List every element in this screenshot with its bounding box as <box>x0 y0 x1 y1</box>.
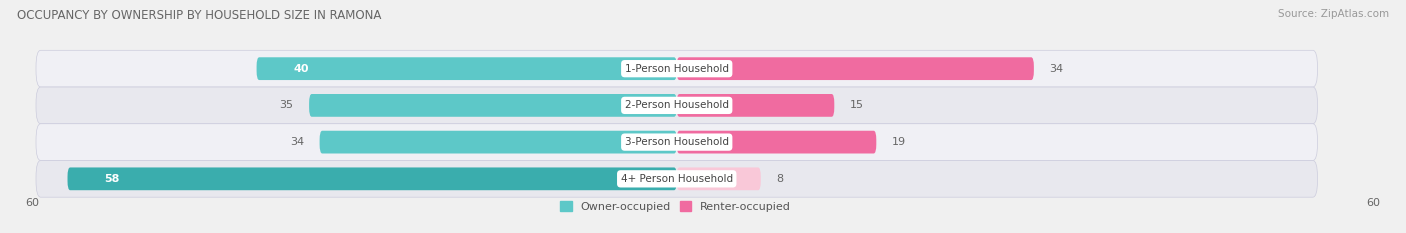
Text: 8: 8 <box>776 174 783 184</box>
FancyBboxPatch shape <box>37 124 1317 161</box>
Text: 40: 40 <box>294 64 309 74</box>
FancyBboxPatch shape <box>676 168 761 190</box>
FancyBboxPatch shape <box>676 131 876 154</box>
FancyBboxPatch shape <box>676 57 1033 80</box>
FancyBboxPatch shape <box>37 50 1317 87</box>
Text: 60: 60 <box>25 198 39 208</box>
Text: OCCUPANCY BY OWNERSHIP BY HOUSEHOLD SIZE IN RAMONA: OCCUPANCY BY OWNERSHIP BY HOUSEHOLD SIZE… <box>17 9 381 22</box>
FancyBboxPatch shape <box>37 87 1317 124</box>
FancyBboxPatch shape <box>67 168 676 190</box>
Text: 2-Person Household: 2-Person Household <box>624 100 728 110</box>
FancyBboxPatch shape <box>676 94 834 117</box>
Text: 19: 19 <box>891 137 907 147</box>
Text: 58: 58 <box>104 174 120 184</box>
Text: 4+ Person Household: 4+ Person Household <box>620 174 733 184</box>
Text: 35: 35 <box>280 100 294 110</box>
Text: 34: 34 <box>290 137 304 147</box>
Text: Source: ZipAtlas.com: Source: ZipAtlas.com <box>1278 9 1389 19</box>
Text: 1-Person Household: 1-Person Household <box>624 64 728 74</box>
Text: 34: 34 <box>1050 64 1064 74</box>
Text: 15: 15 <box>851 100 865 110</box>
Text: 60: 60 <box>1367 198 1381 208</box>
FancyBboxPatch shape <box>309 94 676 117</box>
FancyBboxPatch shape <box>319 131 676 154</box>
Text: 3-Person Household: 3-Person Household <box>624 137 728 147</box>
FancyBboxPatch shape <box>37 161 1317 197</box>
Legend: Owner-occupied, Renter-occupied: Owner-occupied, Renter-occupied <box>561 202 790 212</box>
FancyBboxPatch shape <box>256 57 676 80</box>
